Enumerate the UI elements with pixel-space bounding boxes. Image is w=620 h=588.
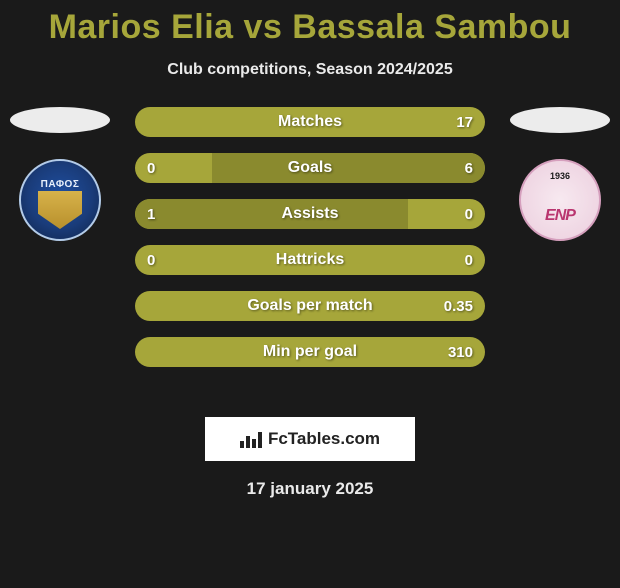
player-right-crest: 1936 ENP [519, 159, 601, 241]
stat-label: Matches [278, 113, 342, 131]
stat-label: Assists [282, 205, 339, 223]
stat-fill-left [135, 199, 408, 229]
stat-value-right: 0 [465, 252, 473, 269]
stat-label: Hattricks [276, 251, 344, 269]
stat-row: 0 Hattricks 0 [135, 245, 485, 275]
stat-value-right: 0.35 [444, 298, 473, 315]
stat-value-left: 0 [147, 160, 155, 177]
stat-row: Goals per match 0.35 [135, 291, 485, 321]
crest-text: ENP [545, 207, 575, 225]
player-right-name-pill [510, 107, 610, 133]
stat-label: Goals per match [247, 297, 372, 315]
brand-text: FcTables.com [268, 429, 380, 449]
comparison-panel: 1936 ENP Matches 17 0 Goals 6 1 Assists 0 0 Hattr… [0, 107, 620, 387]
player-right-column: 1936 ENP [510, 107, 610, 241]
stats-list: Matches 17 0 Goals 6 1 Assists 0 0 Hattricks 0 Goal… [135, 107, 485, 367]
shield-icon [38, 191, 82, 229]
player-left-crest [19, 159, 101, 241]
brand-badge: FcTables.com [205, 417, 415, 461]
stat-value-right: 0 [465, 206, 473, 223]
crest-year: 1936 [550, 171, 570, 181]
player-left-column [10, 107, 110, 241]
stat-value-right: 310 [448, 344, 473, 361]
stat-label: Goals [288, 159, 332, 177]
stat-row: Matches 17 [135, 107, 485, 137]
date-text: 17 january 2025 [0, 479, 620, 499]
stat-value-left: 0 [147, 252, 155, 269]
stat-row: 0 Goals 6 [135, 153, 485, 183]
stat-row: 1 Assists 0 [135, 199, 485, 229]
page-title: Marios Elia vs Bassala Sambou [0, 8, 620, 47]
stat-label: Min per goal [263, 343, 357, 361]
stat-value-right: 17 [456, 114, 473, 131]
subtitle: Club competitions, Season 2024/2025 [0, 61, 620, 79]
player-left-name-pill [10, 107, 110, 133]
stat-value-right: 6 [465, 160, 473, 177]
stat-fill-right [212, 153, 485, 183]
stat-value-left: 1 [147, 206, 155, 223]
stat-row: Min per goal 310 [135, 337, 485, 367]
chart-icon [240, 430, 262, 448]
